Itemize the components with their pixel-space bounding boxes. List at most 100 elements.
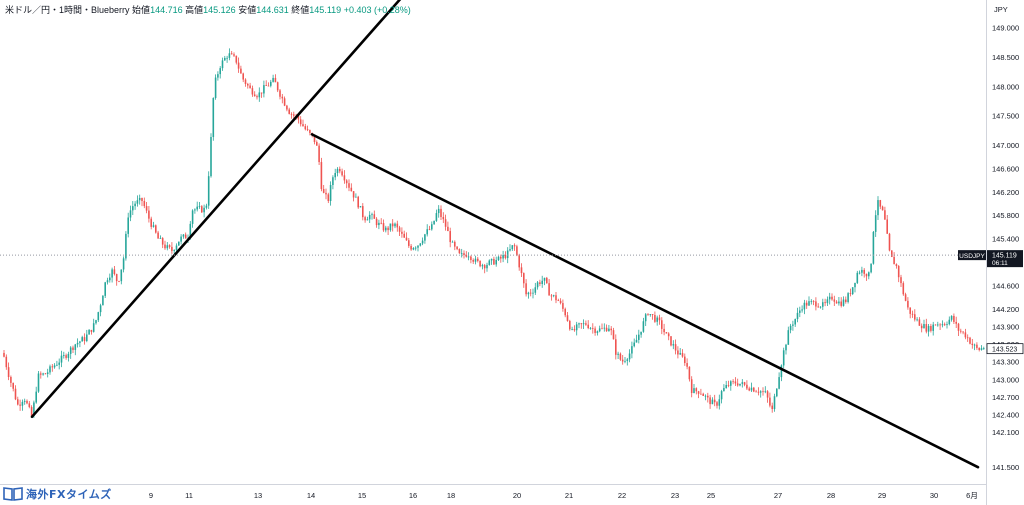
- candle-body: [247, 83, 249, 86]
- price-axis[interactable]: JPY 149.000 148.500 148.000 147.500 147.000 14…: [992, 5, 1019, 472]
- candle-body: [582, 323, 585, 325]
- candle-body: [364, 217, 366, 221]
- candle-body: [69, 347, 72, 354]
- trendlines-layer[interactable]: [30, 0, 980, 469]
- candle-body: [716, 402, 718, 406]
- current-price-tag: 145.119: [992, 253, 1017, 260]
- candle-body: [792, 324, 794, 326]
- candle-body: [842, 299, 845, 306]
- candle-body: [104, 282, 106, 296]
- candle-body: [930, 326, 932, 331]
- candle-body: [838, 301, 840, 304]
- trendline[interactable]: [310, 133, 980, 469]
- candle-body: [375, 218, 378, 226]
- candle-body: [923, 324, 925, 329]
- candle-body: [173, 250, 175, 251]
- candle-body: [748, 388, 750, 391]
- candle-body: [833, 299, 836, 302]
- symbol-name[interactable]: 米ドル／円・1時間・Blueberry: [5, 5, 130, 15]
- candle-body: [964, 332, 967, 338]
- candle-body: [550, 295, 553, 297]
- candle-body: [408, 240, 410, 246]
- candle-body: [801, 309, 803, 311]
- candle-body: [320, 162, 323, 190]
- candle-body: [431, 224, 433, 230]
- candle-body: [674, 344, 677, 351]
- change-value: +0.403 (+0.28%): [343, 5, 411, 15]
- candle-body: [251, 88, 254, 95]
- candle-body: [543, 277, 546, 281]
- candle-body: [621, 359, 624, 362]
- candle-body: [203, 207, 205, 213]
- candle-body: [955, 321, 957, 324]
- low-label: 安値: [238, 5, 257, 15]
- candle-body: [283, 98, 286, 106]
- trendline[interactable]: [30, 0, 437, 419]
- candle-body: [884, 210, 886, 220]
- candle-body: [973, 344, 976, 346]
- candle-body: [401, 231, 403, 234]
- candle-body: [454, 241, 456, 247]
- candle-body: [730, 381, 732, 386]
- candle-body: [539, 282, 541, 284]
- candle-body: [500, 256, 502, 259]
- candle-body: [596, 331, 599, 333]
- candle-body: [115, 274, 118, 282]
- candle-body: [325, 192, 327, 195]
- candle-body: [79, 341, 81, 343]
- time-tick-label: 11: [185, 491, 193, 500]
- candle-body: [495, 260, 497, 265]
- candle-body: [578, 323, 580, 325]
- candle-body: [900, 277, 902, 284]
- candle-body: [888, 233, 891, 251]
- candle-body: [306, 129, 309, 131]
- candle-body: [14, 388, 17, 400]
- price-tick-label: 146.600: [992, 164, 1019, 173]
- candle-body: [3, 352, 5, 357]
- candle-body: [766, 391, 769, 398]
- candle-body: [371, 214, 373, 216]
- candle-body: [776, 388, 778, 397]
- candle-body: [667, 333, 670, 337]
- candle-body: [258, 92, 261, 98]
- candle-body: [904, 294, 907, 301]
- candle-body: [746, 384, 748, 389]
- candle-body: [739, 383, 741, 386]
- close-value: 145.119: [309, 5, 342, 15]
- candle-body: [474, 258, 477, 262]
- candle-body: [35, 391, 37, 403]
- candle-body: [592, 327, 594, 329]
- candle-body: [803, 302, 806, 310]
- candle-body: [971, 343, 974, 345]
- candle-body: [647, 314, 649, 316]
- candle-body: [782, 350, 785, 366]
- candle-body: [826, 299, 829, 304]
- time-tick-label: 14: [307, 491, 315, 500]
- candle-body: [810, 300, 813, 302]
- candle-body: [442, 216, 445, 220]
- candle-body: [65, 355, 67, 358]
- candle-body: [279, 90, 281, 97]
- candle-body: [120, 269, 123, 282]
- candle-body: [642, 321, 645, 332]
- time-tick-label: 29: [878, 491, 886, 500]
- candle-body: [927, 326, 930, 332]
- candle-body: [858, 272, 861, 274]
- candle-body: [398, 227, 401, 232]
- candle-body: [557, 300, 560, 302]
- candle-body: [571, 329, 573, 330]
- time-tick-label: 21: [565, 491, 573, 500]
- candle-body: [835, 301, 838, 304]
- candle-body: [235, 55, 238, 63]
- candle-body: [690, 379, 693, 393]
- time-axis[interactable]: 9 11 13 14 15 16 18 20 21 22 23 25 27 28 29 30 6月: [149, 491, 978, 500]
- candle-body: [849, 293, 852, 295]
- candle-body: [40, 373, 42, 375]
- candle-body: [976, 344, 978, 348]
- time-tick-label: 15: [358, 491, 366, 500]
- candle-body: [598, 328, 601, 332]
- candle-body: [725, 384, 727, 389]
- candle-body: [168, 245, 171, 247]
- logo-text: 海外FXタイムズ: [26, 487, 112, 501]
